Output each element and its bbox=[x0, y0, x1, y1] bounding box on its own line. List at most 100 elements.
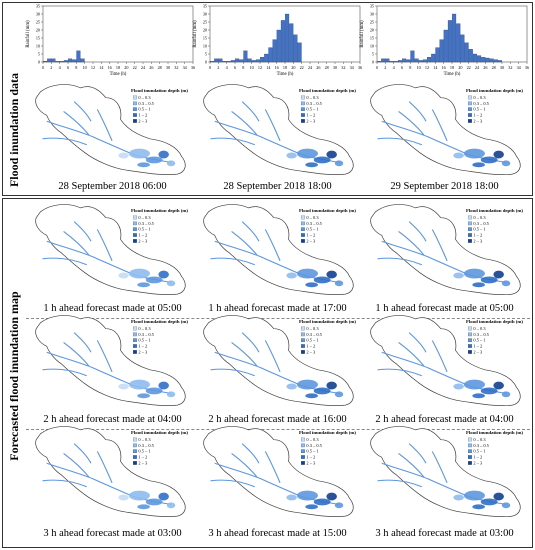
legend-swatch bbox=[301, 221, 305, 226]
legend-label: 0 – 0.3 bbox=[306, 95, 318, 100]
flood-patch bbox=[305, 504, 318, 510]
rainfall-bar bbox=[51, 58, 56, 63]
rainfall-bar bbox=[222, 61, 227, 63]
legend-title: Flood inundation depth (m) bbox=[131, 89, 188, 94]
legend-title: Flood inundation depth (m) bbox=[131, 209, 188, 214]
legend-label: 0.5 – 1 bbox=[138, 107, 150, 112]
river bbox=[96, 451, 113, 484]
rainfall-bar bbox=[410, 50, 415, 63]
flood-patch bbox=[305, 162, 318, 168]
legend-label: 1 – 2 bbox=[473, 455, 482, 460]
rainfall-bar bbox=[76, 50, 81, 63]
rainfall-bar bbox=[285, 13, 290, 63]
flood-patch bbox=[118, 494, 129, 501]
flood-patch bbox=[286, 152, 297, 159]
rainfall-bar bbox=[393, 61, 398, 63]
x-tick-label: 30 bbox=[500, 65, 504, 70]
legend-swatch bbox=[133, 215, 137, 220]
rainfall-bar bbox=[389, 61, 394, 63]
legend-label: 0.3 – 0.5 bbox=[473, 443, 488, 448]
river bbox=[408, 221, 427, 242]
legend-swatch bbox=[133, 455, 137, 459]
rainfall-bar bbox=[439, 39, 444, 63]
flood-patch bbox=[145, 387, 163, 395]
river bbox=[63, 452, 90, 478]
rainfall-bar bbox=[381, 58, 386, 63]
x-tick-label: 12 bbox=[91, 65, 95, 70]
legend-swatch bbox=[133, 227, 137, 232]
rainfall-bar bbox=[55, 61, 60, 63]
row-separator bbox=[26, 318, 530, 319]
flood-patch bbox=[145, 498, 163, 506]
map-legend: Flood inundation depth (m)0 – 0.30.3 – 0… bbox=[131, 209, 188, 244]
legend-swatch bbox=[133, 221, 137, 226]
x-tick-label: 20 bbox=[124, 65, 128, 70]
observed-caption-3: 29 September 2018 18:00 bbox=[390, 181, 499, 192]
legend-swatch bbox=[468, 233, 472, 237]
forecast-map-r1c3: Flood inundation depth (m)0 – 0.30.3 – 0… bbox=[370, 204, 523, 295]
flood-patch bbox=[286, 494, 297, 501]
legend-swatch bbox=[301, 215, 305, 220]
legend-swatch bbox=[301, 461, 305, 465]
legend-title: Flood inundation depth (m) bbox=[466, 320, 523, 325]
rainfall-bar bbox=[406, 59, 411, 63]
y-tick-label: 20 bbox=[370, 28, 374, 33]
legend-swatch bbox=[301, 119, 305, 123]
map-legend: Flood inundation depth (m)0 – 0.30.3 – 0… bbox=[466, 89, 523, 124]
legend-label: 0.3 – 0.5 bbox=[473, 221, 488, 226]
y-axis-label: Rainfall (mm) bbox=[360, 20, 365, 48]
river bbox=[377, 368, 423, 377]
flood-patch bbox=[334, 391, 344, 398]
legend-swatch bbox=[301, 332, 305, 337]
legend-swatch bbox=[133, 95, 137, 100]
river bbox=[73, 101, 92, 122]
y-tick-label: 15 bbox=[36, 36, 40, 41]
legend-label: 0.3 – 0.5 bbox=[306, 101, 321, 106]
flood-patch bbox=[158, 150, 169, 159]
legend-label: 2 – 3 bbox=[306, 119, 315, 124]
flood-patch bbox=[472, 393, 485, 399]
map-legend: Flood inundation depth (m)0 – 0.30.3 – 0… bbox=[299, 431, 356, 466]
x-tick-label: 0 bbox=[376, 65, 378, 70]
legend-swatch bbox=[468, 221, 472, 226]
legend-title: Flood inundation depth (m) bbox=[299, 431, 356, 436]
flood-patch bbox=[305, 282, 318, 288]
forecast-map-r3c2: Flood inundation depth (m)0 – 0.30.3 – 0… bbox=[203, 426, 356, 517]
rainfall-bar bbox=[43, 61, 48, 63]
x-tick-label: 34 bbox=[517, 65, 522, 70]
rainfall-bar bbox=[235, 58, 240, 63]
legend-label: 2 – 3 bbox=[138, 119, 147, 124]
x-tick-label: 34 bbox=[183, 65, 188, 70]
x-tick-label: 6 bbox=[67, 65, 69, 70]
rainfall-bar bbox=[418, 60, 423, 63]
rainfall-bar bbox=[477, 55, 482, 63]
legend-swatch bbox=[468, 101, 472, 106]
flood-patch bbox=[334, 280, 344, 287]
rainfall-bar bbox=[260, 57, 265, 63]
legend-label: 0.5 – 1 bbox=[473, 338, 485, 343]
x-tick-label: 20 bbox=[291, 65, 295, 70]
map-legend: Flood inundation depth (m)0 – 0.30.3 – 0… bbox=[466, 209, 523, 244]
legend-swatch bbox=[468, 350, 472, 354]
legend-swatch bbox=[133, 233, 137, 237]
x-tick-label: 28 bbox=[492, 65, 496, 70]
river bbox=[73, 443, 92, 464]
flood-patch bbox=[463, 148, 485, 159]
rainfall-bar bbox=[293, 34, 298, 63]
river bbox=[42, 257, 88, 266]
x-tick-label: 24 bbox=[308, 65, 313, 70]
y-tick-label: 0 bbox=[205, 60, 207, 65]
flood-patch bbox=[463, 379, 485, 390]
legend-label: 2 – 3 bbox=[473, 239, 482, 244]
flood-patch bbox=[472, 504, 485, 510]
x-tick-label: 32 bbox=[174, 65, 178, 70]
x-tick-label: 0 bbox=[42, 65, 44, 70]
legend-swatch bbox=[468, 107, 472, 112]
legend-label: 0.3 – 0.5 bbox=[138, 332, 153, 337]
legend-swatch bbox=[301, 227, 305, 232]
legend-swatch bbox=[301, 101, 305, 106]
legend-swatch bbox=[301, 233, 305, 237]
flood-patch bbox=[166, 160, 176, 167]
